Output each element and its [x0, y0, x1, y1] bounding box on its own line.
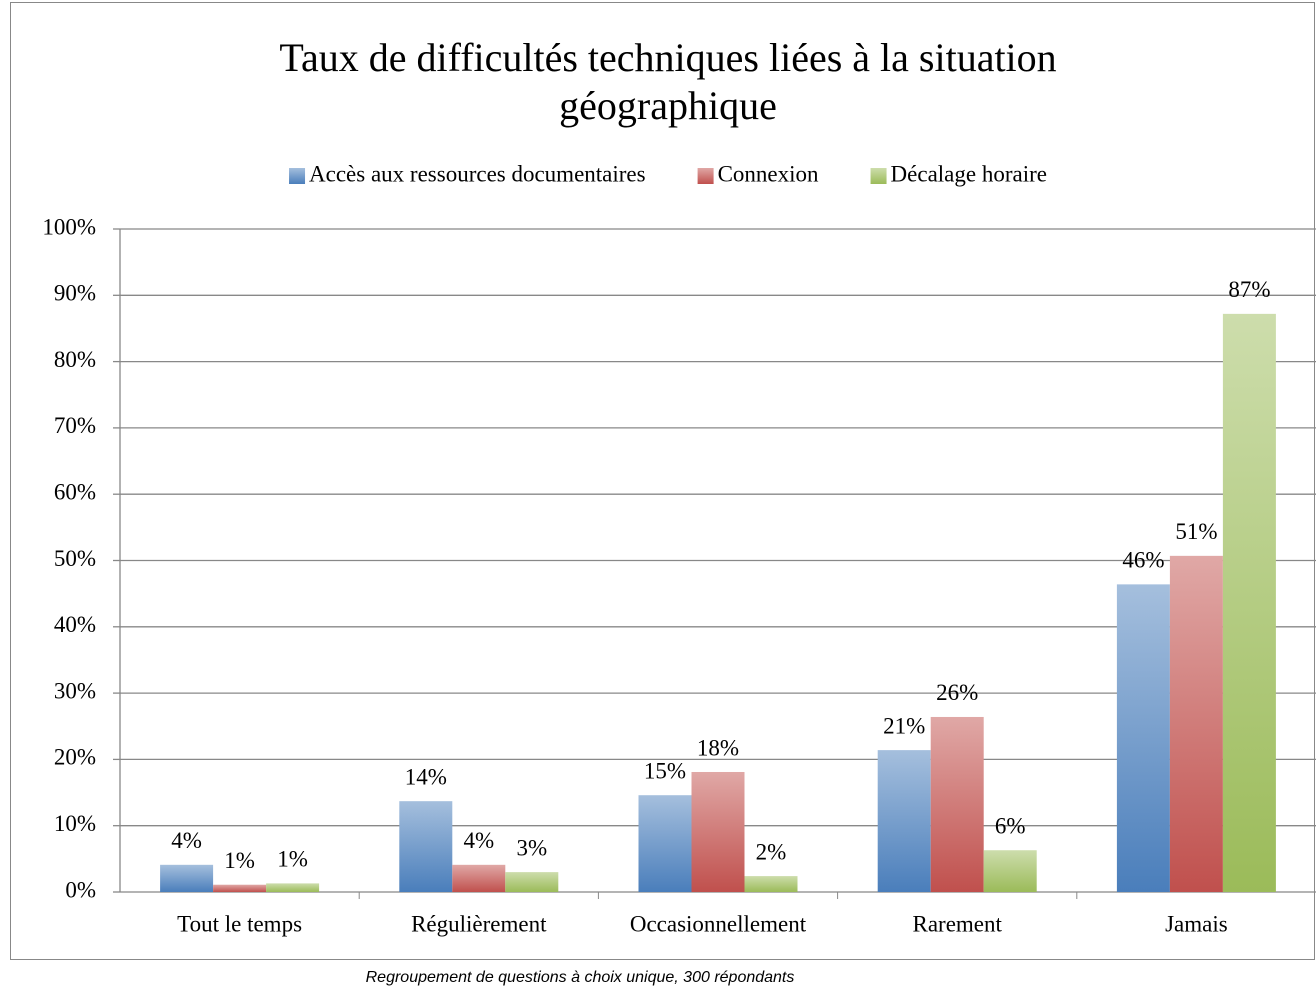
y-tick-label: 10% — [54, 811, 96, 836]
x-tick-label: Jamais — [1165, 911, 1228, 936]
bar — [638, 795, 692, 892]
bar — [160, 864, 214, 892]
y-tick-label: 0% — [65, 877, 96, 902]
bar — [266, 883, 320, 892]
bar — [213, 884, 267, 892]
y-tick-label: 40% — [54, 612, 96, 637]
bar — [1169, 555, 1223, 892]
legend-item: Accès aux ressources documentaires — [289, 161, 646, 186]
chart-title: géographique — [559, 83, 777, 128]
bar — [399, 801, 453, 892]
y-tick-label: 20% — [54, 745, 96, 770]
y-tick-label: 80% — [54, 347, 96, 372]
y-tick-label: 70% — [54, 413, 96, 438]
legend-label: Décalage horaire — [891, 161, 1047, 186]
bar — [452, 864, 506, 892]
data-label: 21% — [883, 713, 925, 738]
bar — [744, 876, 798, 892]
bar — [505, 872, 559, 892]
y-tick-label: 90% — [54, 281, 96, 306]
x-tick-label: Rarement — [912, 911, 1002, 936]
data-label: 15% — [644, 758, 686, 783]
data-label: 1% — [277, 847, 308, 872]
data-label: 2% — [756, 839, 787, 864]
bar — [691, 771, 745, 892]
legend-item: Décalage horaire — [870, 161, 1047, 186]
data-label: 87% — [1228, 277, 1270, 302]
bar — [877, 750, 931, 892]
legend-swatch — [289, 168, 306, 184]
x-tick-label: Régulièrement — [411, 911, 547, 936]
bar — [983, 850, 1037, 892]
x-tick-label: Occasionnellement — [630, 911, 807, 936]
legend-label: Accès aux ressources documentaires — [309, 161, 646, 186]
data-label: 4% — [463, 828, 494, 853]
y-tick-label: 30% — [54, 678, 96, 703]
y-tick-label: 100% — [42, 214, 96, 239]
data-label: 18% — [697, 735, 739, 760]
bar — [930, 716, 984, 892]
bar — [1116, 584, 1170, 892]
data-label: 51% — [1175, 519, 1217, 544]
x-tick-label: Tout le temps — [177, 911, 302, 936]
bar — [1222, 313, 1276, 892]
legend-item: Connexion — [697, 161, 819, 186]
footnote: Regroupement de questions à choix unique… — [366, 969, 795, 986]
data-label: 4% — [171, 828, 202, 853]
y-tick-label: 50% — [54, 546, 96, 571]
legend-swatch — [870, 168, 887, 184]
data-label: 3% — [516, 835, 547, 860]
data-label: 46% — [1122, 548, 1164, 573]
data-label: 26% — [936, 680, 978, 705]
data-label: 1% — [224, 848, 255, 873]
legend-label: Connexion — [718, 161, 819, 186]
data-label: 14% — [405, 764, 447, 789]
data-label: 6% — [995, 814, 1026, 839]
legend-swatch — [697, 168, 714, 184]
chart-title: Taux de difficultés techniques liées à l… — [279, 35, 1056, 80]
y-tick-label: 60% — [54, 479, 96, 504]
